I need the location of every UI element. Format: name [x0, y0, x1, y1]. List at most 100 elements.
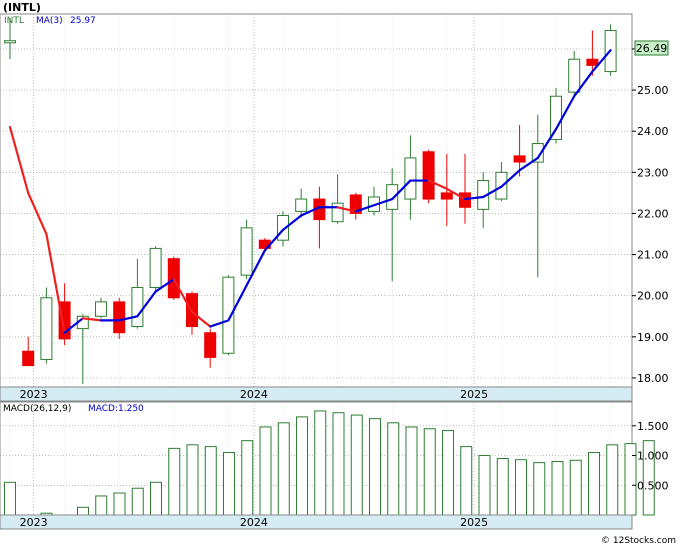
price-axis: 18.00 19.00 20.00 21.00 22.00 23.00 24.00 25.00…: [632, 43, 669, 385]
legend-ma-value: 25.97: [70, 16, 96, 26]
macd-bar: [350, 414, 363, 516]
ma-segment: [336, 206, 357, 213]
macd-bar: [95, 495, 108, 516]
macd-date-axis: [0, 514, 633, 530]
last-price-value: 26.49: [636, 42, 668, 55]
ma-segment: [227, 284, 248, 322]
ma-segment: [354, 204, 376, 213]
price-year-label: 2023: [20, 388, 48, 401]
macd-bar: [223, 452, 235, 516]
macd-bar: [204, 446, 217, 516]
macd-bar: [624, 443, 637, 516]
candle-body: [531, 143, 544, 163]
candle-body: [4, 40, 16, 44]
candle-body: [204, 332, 217, 358]
macd-bar: [332, 412, 345, 516]
price-tick-label: 19.00: [637, 331, 669, 344]
macd-bar: [4, 481, 16, 516]
candle-body: [440, 192, 453, 200]
macd-year-label: 2024: [240, 516, 268, 529]
macd-bar: [588, 452, 600, 516]
ma-segment: [500, 169, 521, 188]
candle-body: [513, 155, 526, 163]
candle-body: [222, 276, 235, 354]
last-price-box: [634, 40, 669, 56]
ma-segment: [172, 278, 194, 314]
candle-body: [113, 301, 126, 334]
price-year-label: 2024: [240, 388, 268, 401]
macd-bar: [606, 444, 619, 516]
ma-segment: [573, 70, 594, 98]
ma-segment: [591, 49, 612, 73]
ma-segment: [63, 317, 84, 334]
macd-bar: [296, 416, 308, 516]
macd-tick-label: 1.000: [637, 450, 669, 463]
last-price-badge: 26.49: [634, 40, 669, 56]
price-tick-label: 23.00: [637, 166, 669, 179]
candle-body: [422, 151, 435, 200]
candle-body: [22, 350, 35, 367]
candle-body: [131, 286, 144, 328]
price-legend: INTL MA(3) 25.97: [4, 16, 96, 26]
candle-body: [149, 247, 162, 288]
ma-segment: [554, 95, 576, 131]
macd-bar: [131, 487, 144, 516]
ma-segment: [263, 228, 285, 252]
ma-segment: [118, 315, 139, 322]
macd-params: MACD(26,12,9): [3, 404, 71, 414]
macd-bar: [515, 459, 527, 516]
candle-body: [586, 58, 599, 66]
macd-bar: [277, 422, 290, 516]
macd-bar: [77, 506, 89, 516]
ma-segment: [445, 187, 467, 201]
legend-ma-label: MA(3): [36, 16, 63, 26]
candle-body: [295, 198, 308, 212]
ma-segment: [8, 125, 30, 194]
macd-bar: [496, 458, 509, 516]
macd-bar: [314, 410, 327, 516]
candle-body: [331, 202, 344, 223]
macd-bar: [259, 426, 272, 516]
price-tick-label: 18.00: [637, 372, 669, 385]
price-tick-label: 24.00: [637, 125, 669, 138]
macd-bar: [478, 455, 491, 516]
macd-bar: [113, 492, 126, 516]
price-date-axis: [0, 386, 633, 402]
candle-body: [349, 194, 362, 214]
candle-body: [386, 184, 399, 210]
candle-body: [240, 227, 253, 276]
macd-bar: [642, 440, 655, 516]
candle-body: [568, 58, 581, 93]
ma-segment: [391, 179, 412, 201]
candle-body: [550, 95, 562, 140]
ma-segment: [45, 232, 66, 334]
ma-segment: [136, 290, 157, 318]
chart-title: (INTL): [3, 1, 41, 14]
price-panel: 2023 2024 2025 18.00 19.00 20.00 21.00 22.00 23…: [0, 13, 669, 402]
macd-bar: [551, 460, 564, 516]
macd-bar: [369, 418, 381, 516]
macd-bar: [150, 481, 162, 516]
ma-segment: [245, 249, 266, 287]
macd-axis: 0.500 1.000 1.500: [632, 420, 669, 492]
candle-body: [95, 301, 107, 317]
macd-bar: [569, 459, 582, 516]
ma-segment: [190, 311, 212, 328]
ma-segment: [154, 278, 175, 293]
macd-date-labels: 2023 2024 2025: [20, 516, 488, 529]
macd-bar: [460, 446, 473, 516]
macd-bar: [241, 440, 254, 516]
candle-body: [277, 215, 289, 241]
ma-segment: [463, 195, 485, 201]
ma-segment: [482, 185, 503, 199]
ma-segment: [27, 191, 48, 236]
macd-bar: [387, 422, 400, 516]
ma-segment: [518, 156, 539, 172]
macd-year-label: 2025: [460, 516, 488, 529]
legend-symbol: INTL: [4, 16, 24, 26]
moving-average-line: [8, 49, 612, 334]
macd-bar: [405, 426, 418, 516]
macd-value-label: MACD:1.250: [88, 404, 144, 414]
price-tick-label: 20.00: [637, 290, 669, 303]
